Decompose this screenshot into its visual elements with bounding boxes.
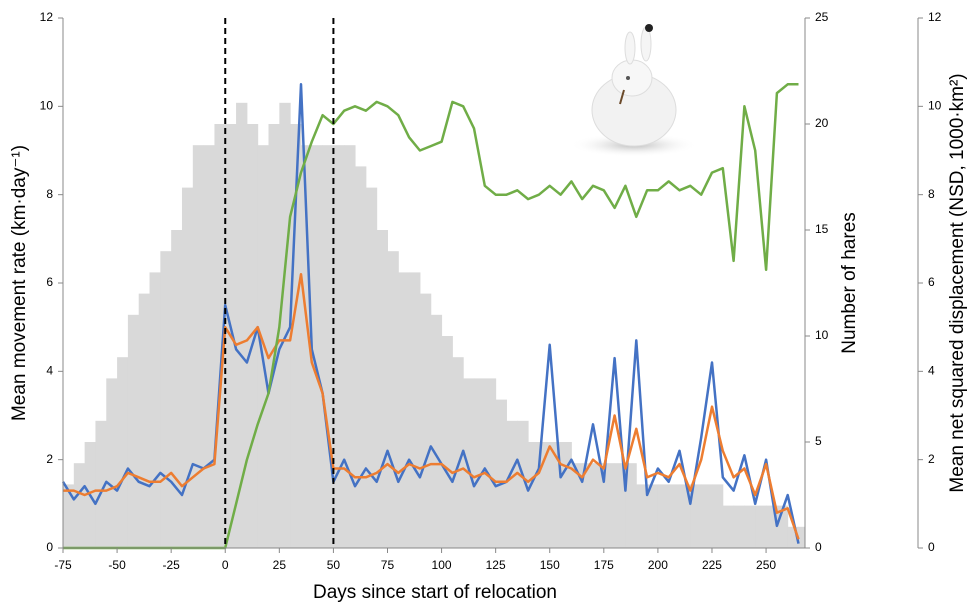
hares-bar bbox=[387, 251, 398, 548]
x-tick-label: 125 bbox=[486, 558, 506, 572]
hares-bar bbox=[63, 484, 74, 548]
y2-tick-label: 15 bbox=[815, 222, 829, 236]
hares-bar bbox=[366, 188, 377, 548]
y-axis-title: Mean movement rate (km·day⁻¹) bbox=[9, 145, 30, 421]
hares-bar bbox=[755, 506, 766, 548]
hares-bar bbox=[398, 272, 409, 548]
y3-tick-label: 4 bbox=[928, 364, 935, 378]
y2-tick-label: 0 bbox=[815, 540, 822, 554]
hares-bar bbox=[355, 166, 366, 548]
hares-bar bbox=[74, 463, 85, 548]
y3-axis-title: Mean net squared displacement (NSD, 1000… bbox=[947, 73, 968, 492]
hares-bar bbox=[561, 442, 572, 548]
hares-bar bbox=[485, 378, 496, 548]
hares-bar bbox=[344, 145, 355, 548]
x-tick-label: 225 bbox=[702, 558, 722, 572]
hares-bar bbox=[204, 145, 215, 548]
chart: Days since start of relocation Mean move… bbox=[0, 0, 972, 607]
x-tick-label: 150 bbox=[540, 558, 560, 572]
x-tick-label: 25 bbox=[273, 558, 287, 572]
hares-bar bbox=[333, 145, 344, 548]
hares-bar bbox=[658, 484, 669, 548]
hares-bar bbox=[442, 336, 453, 548]
y-tick-label: 2 bbox=[46, 452, 53, 466]
hares-bar bbox=[799, 527, 810, 548]
hares-bar bbox=[744, 506, 755, 548]
y3-tick-label: 8 bbox=[928, 187, 935, 201]
x-tick-label: 175 bbox=[594, 558, 614, 572]
y2-tick-label: 10 bbox=[815, 328, 829, 342]
y3-tick-label: 6 bbox=[928, 275, 935, 289]
hares-bar bbox=[128, 315, 139, 548]
y2-axis-title: Number of hares bbox=[839, 212, 860, 354]
x-tick-label: 100 bbox=[432, 558, 452, 572]
bars bbox=[63, 103, 810, 548]
hares-bar bbox=[723, 506, 734, 548]
x-tick-label: 0 bbox=[222, 558, 229, 572]
hares-bar bbox=[506, 421, 517, 548]
y-tick-label: 6 bbox=[46, 275, 53, 289]
hares-bar bbox=[528, 442, 539, 548]
x-tick-label: 50 bbox=[327, 558, 341, 572]
hares-bar bbox=[160, 251, 171, 548]
y3-tick-label: 2 bbox=[928, 452, 935, 466]
hares-bar bbox=[150, 272, 161, 548]
hares-bar bbox=[139, 294, 150, 548]
hare-picture bbox=[570, 24, 698, 157]
x-tick-label: -75 bbox=[54, 558, 72, 572]
y-tick-label: 4 bbox=[46, 364, 53, 378]
hares-bar bbox=[312, 145, 323, 548]
y-tick-label: 10 bbox=[40, 99, 54, 113]
hares-bar bbox=[247, 124, 258, 548]
hares-bar bbox=[431, 315, 442, 548]
y2-tick-label: 5 bbox=[815, 434, 822, 448]
hares-bar bbox=[193, 145, 204, 548]
hares-bar bbox=[712, 484, 723, 548]
hares-bar bbox=[474, 378, 485, 548]
hares-bar bbox=[734, 506, 745, 548]
y-tick-label: 12 bbox=[40, 10, 54, 24]
hares-bar bbox=[171, 230, 182, 548]
y3-tick-label: 0 bbox=[928, 540, 935, 554]
y2-tick-label: 20 bbox=[815, 116, 829, 130]
y3-tick-label: 12 bbox=[928, 10, 942, 24]
hares-bar bbox=[409, 272, 420, 548]
hares-bar bbox=[377, 230, 388, 548]
y-tick-label: 8 bbox=[46, 187, 53, 201]
hares-bar bbox=[117, 357, 128, 548]
hares-bar bbox=[323, 145, 334, 548]
y2-tick-label: 25 bbox=[815, 10, 829, 24]
x-axis-title: Days since start of relocation bbox=[313, 582, 557, 603]
x-tick-label: 200 bbox=[648, 558, 668, 572]
y3-tick-label: 10 bbox=[928, 99, 942, 113]
hares-bar bbox=[463, 378, 474, 548]
hares-bar bbox=[701, 484, 712, 548]
x-tick-label: -25 bbox=[162, 558, 180, 572]
x-tick-label: -50 bbox=[108, 558, 126, 572]
hares-bar bbox=[496, 400, 507, 548]
hares-bar bbox=[106, 378, 117, 548]
hares-bar bbox=[669, 484, 680, 548]
hares-bar bbox=[420, 294, 431, 548]
y-tick-label: 0 bbox=[46, 540, 53, 554]
x-tick-label: 75 bbox=[381, 558, 395, 572]
x-tick-label: 250 bbox=[756, 558, 776, 572]
